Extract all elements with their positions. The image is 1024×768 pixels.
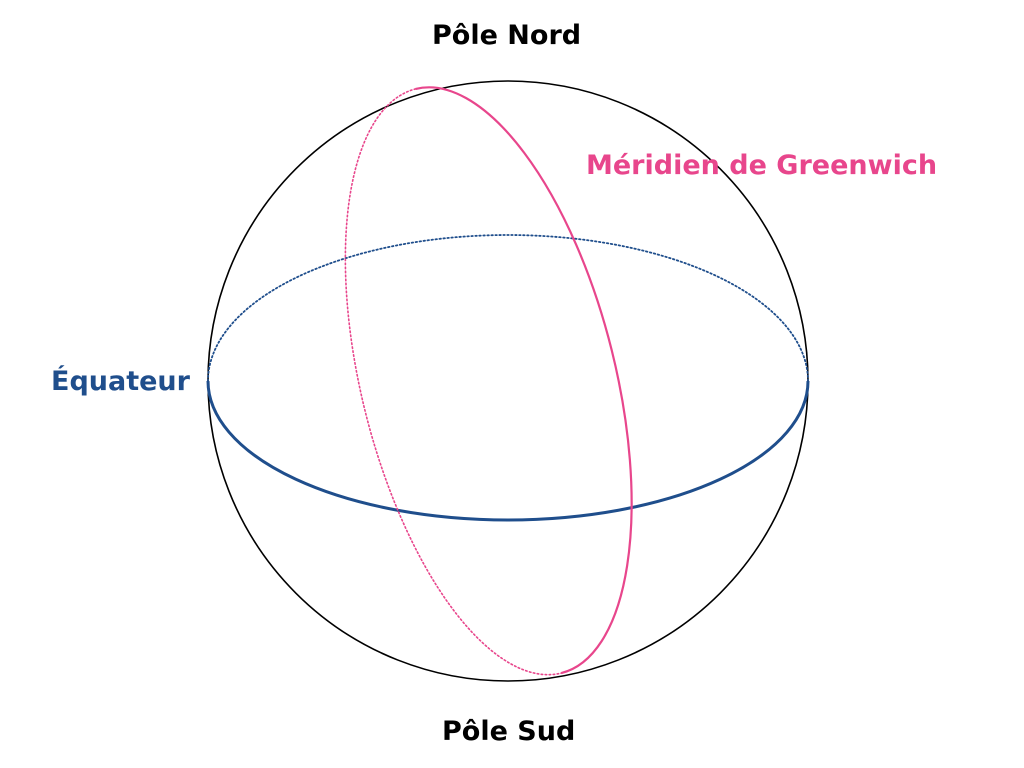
equator-front-arc bbox=[206, 380, 810, 522]
meridian-back-arc bbox=[344, 88, 563, 676]
equator-label: Équateur bbox=[51, 366, 190, 397]
meridian-label: Méridien de Greenwich bbox=[586, 150, 938, 181]
south-pole-label: Pôle Sud bbox=[442, 716, 576, 747]
north-pole-label: Pôle Nord bbox=[432, 20, 582, 51]
equator-back-arc bbox=[207, 234, 809, 382]
meridian-front-arc bbox=[415, 86, 633, 675]
